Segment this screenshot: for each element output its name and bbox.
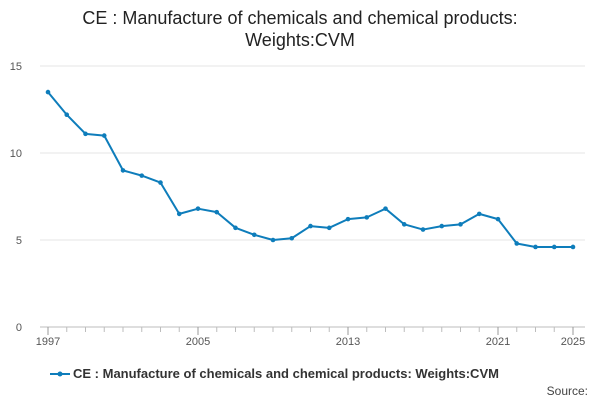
data-point[interactable] [195, 206, 201, 211]
y-tick-label: 10 [10, 148, 22, 160]
y-tick-label: 5 [16, 235, 22, 247]
data-point[interactable] [270, 237, 276, 243]
data-point[interactable] [176, 211, 182, 217]
data-point[interactable] [233, 225, 238, 231]
data-point[interactable] [570, 244, 576, 250]
data-point[interactable] [420, 227, 426, 232]
y-axis: 0 5 10 15 [10, 61, 22, 334]
data-point[interactable] [476, 211, 482, 217]
data-point[interactable] [83, 131, 88, 137]
data-point[interactable] [139, 173, 145, 178]
data-point[interactable] [120, 168, 126, 173]
data-point[interactable] [439, 223, 445, 229]
y-tick-label: 0 [16, 322, 22, 334]
grid-lines [40, 65, 585, 241]
data-point[interactable] [551, 244, 557, 250]
data-point[interactable] [401, 222, 407, 227]
legend-swatch-marker [57, 371, 63, 377]
x-axis: 1997 2005 2013 2021 2025 [36, 326, 585, 348]
data-point[interactable] [383, 206, 388, 211]
x-tick-label: 2021 [486, 336, 510, 348]
legend[interactable]: CE : Manufacture of chemicals and chemic… [50, 366, 499, 381]
data-point[interactable] [64, 112, 70, 118]
chart-title-line-1: CE : Manufacture of chemicals and chemic… [82, 8, 517, 28]
data-point[interactable] [308, 223, 313, 229]
data-point[interactable] [289, 235, 295, 241]
legend-label: CE : Manufacture of chemicals and chemic… [73, 366, 499, 381]
series [45, 89, 576, 250]
data-point[interactable] [458, 222, 463, 227]
data-point[interactable] [533, 244, 538, 250]
data-point[interactable] [326, 225, 332, 231]
data-point[interactable] [364, 215, 370, 220]
data-point[interactable] [45, 89, 51, 95]
y-tick-label: 15 [10, 61, 22, 73]
data-point[interactable] [495, 216, 501, 222]
chart-title-line-2: Weights:CVM [245, 30, 355, 50]
data-point[interactable] [514, 241, 520, 246]
data-point[interactable] [214, 209, 220, 215]
data-point[interactable] [345, 216, 351, 222]
series-line [47, 91, 573, 248]
x-tick-label: 2013 [336, 336, 360, 348]
x-tick-label: 2005 [186, 336, 210, 348]
data-point[interactable] [251, 232, 257, 238]
data-point[interactable] [101, 133, 107, 138]
x-tick-label: 1997 [36, 336, 60, 348]
source-label: Source: [547, 384, 588, 398]
data-point[interactable] [158, 180, 163, 185]
x-tick-label: 2025 [561, 336, 585, 348]
